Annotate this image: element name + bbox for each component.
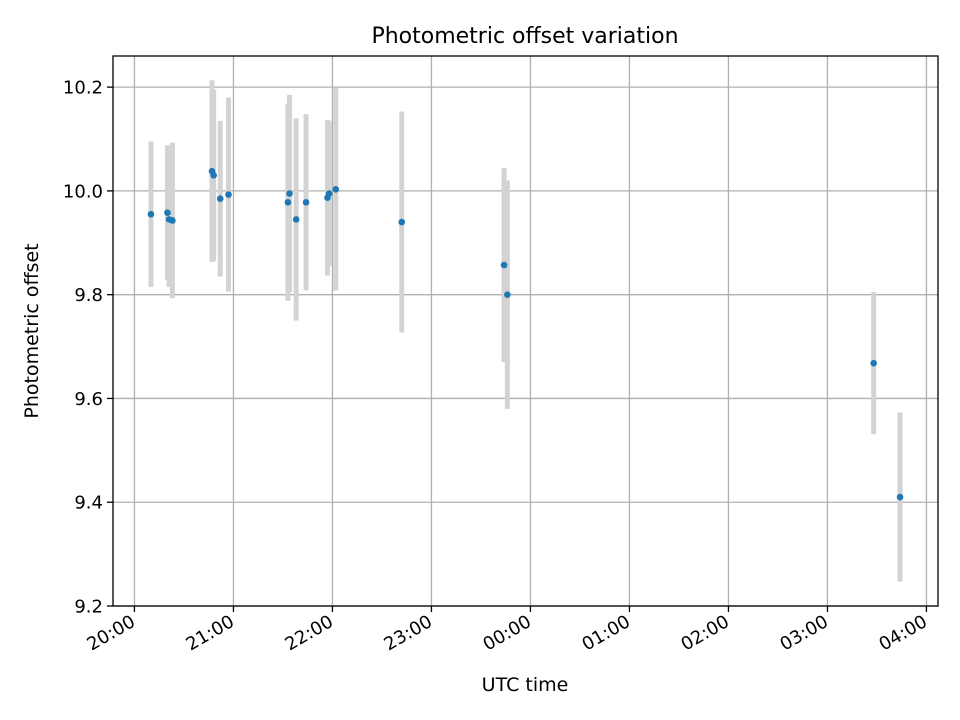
plot-frame — [112, 55, 939, 607]
y-tick-label: 10.0 — [63, 181, 103, 202]
data-point — [286, 190, 293, 197]
y-tick-label: 10.2 — [63, 78, 103, 99]
data-point — [302, 199, 310, 206]
chart-title: Photometric offset variation — [371, 24, 678, 49]
grid — [113, 56, 938, 607]
data-point — [147, 210, 155, 218]
data-point — [225, 191, 232, 198]
data-point — [504, 291, 511, 298]
y-tick-label: 9.2 — [74, 597, 103, 618]
data-point — [325, 190, 333, 197]
data-point — [164, 209, 171, 216]
data-point — [500, 261, 508, 269]
data-point — [896, 493, 904, 501]
y-axis-ticks: 9.2 9.4 9.6 9.8 10.0 10.2 — [63, 78, 113, 618]
y-axis-label: Photometric offset — [21, 243, 43, 418]
y-tick-label: 9.6 — [74, 389, 103, 410]
y-tick-label: 9.8 — [74, 285, 103, 306]
data-point — [332, 186, 340, 193]
data-point — [292, 216, 300, 223]
data-points — [147, 167, 904, 501]
data-point — [870, 359, 877, 367]
data-point — [210, 172, 217, 179]
data-point — [398, 218, 406, 226]
data-point — [284, 199, 292, 206]
y-tick-label: 9.4 — [74, 493, 103, 514]
x-axis-label: UTC time — [482, 674, 569, 696]
data-point — [216, 195, 224, 202]
data-point — [169, 217, 176, 224]
